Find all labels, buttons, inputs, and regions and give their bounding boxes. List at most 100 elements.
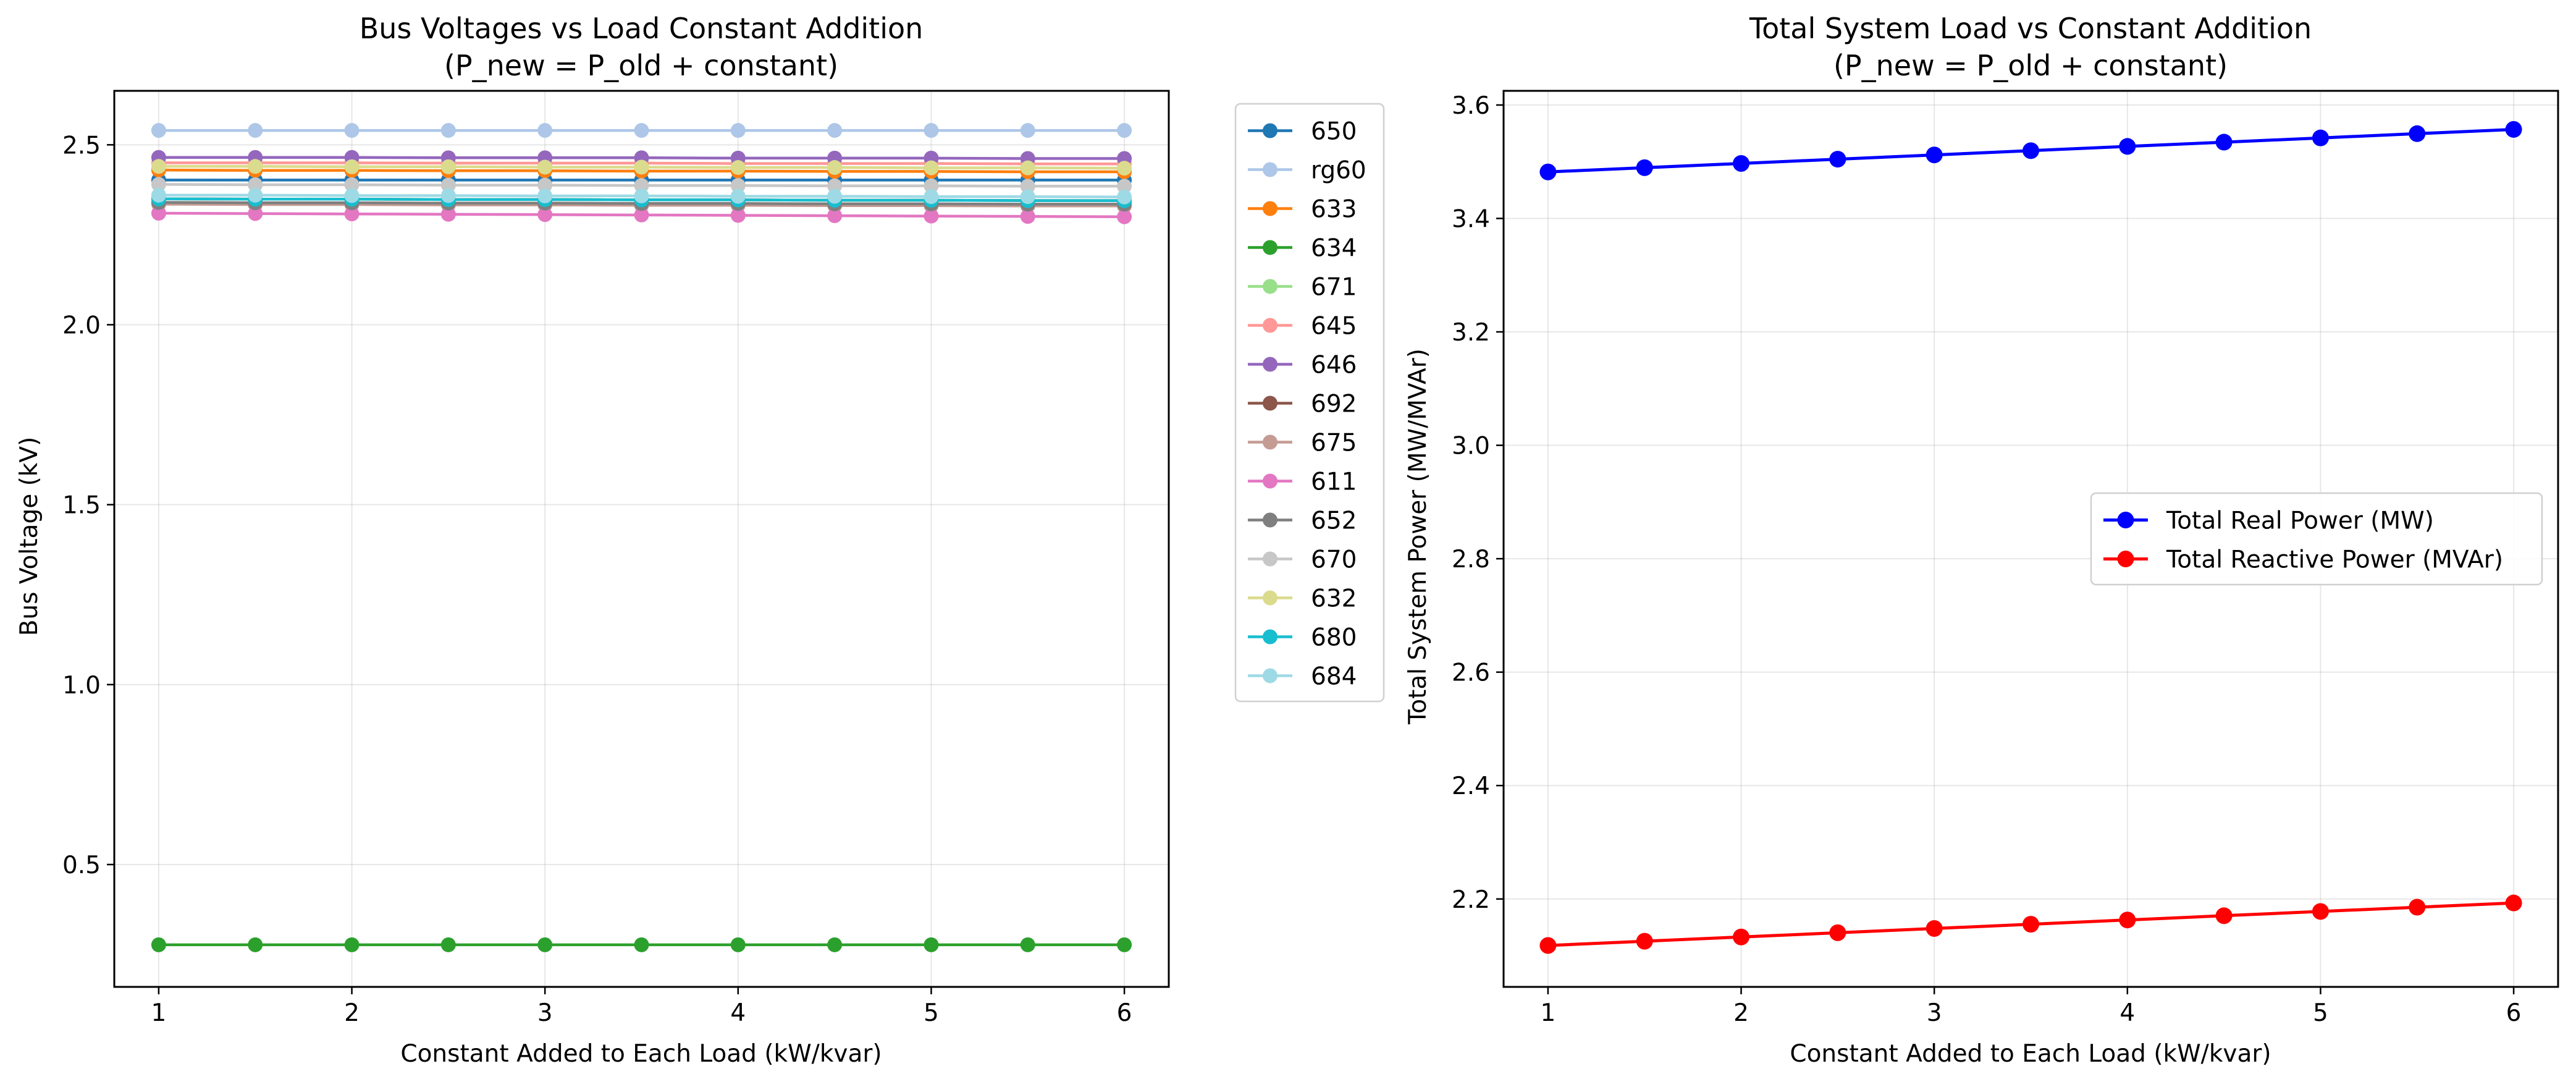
bus-voltage-legend-swatch-marker bbox=[1263, 201, 1277, 216]
bus-voltage-x-tick-label: 2 bbox=[344, 999, 360, 1027]
bus-voltage-legend-item: 634 bbox=[1248, 235, 1357, 263]
bus-voltage-data-point bbox=[1117, 179, 1132, 194]
bus-voltage-chart-y-axis-label: Bus Voltage (kV) bbox=[15, 437, 43, 637]
bus-voltage-legend-item: rg60 bbox=[1248, 157, 1366, 185]
total-load-y-tick-label: 3.6 bbox=[1452, 92, 1490, 120]
bus-voltage-data-point bbox=[440, 159, 456, 174]
bus-voltage-legend-label: 670 bbox=[1311, 546, 1357, 574]
total-load-y-tick-label: 3.0 bbox=[1452, 433, 1490, 460]
total-load-data-point bbox=[2119, 138, 2136, 155]
bus-voltage-data-point bbox=[827, 123, 843, 138]
bus-voltage-legend-item: 692 bbox=[1248, 391, 1357, 418]
bus-voltage-data-point bbox=[924, 160, 939, 176]
bus-voltage-data-point bbox=[1020, 189, 1035, 205]
total-load-chart-y-axis-label: Total System Power (MW/MVAr) bbox=[1404, 349, 1432, 725]
bus-voltage-data-point bbox=[827, 188, 843, 204]
bus-voltage-x-tick-label: 5 bbox=[924, 999, 939, 1027]
bus-voltage-data-point bbox=[537, 207, 553, 222]
bus-voltage-series-2 bbox=[151, 123, 1132, 138]
bus-voltage-x-tick-label: 4 bbox=[730, 999, 746, 1027]
total-load-chart-title-line1: Total System Load vs Constant Addition bbox=[1749, 12, 2312, 45]
bus-voltage-legend-swatch-marker bbox=[1263, 357, 1277, 372]
total-load-data-point bbox=[1539, 163, 1557, 180]
bus-voltage-data-point bbox=[924, 208, 939, 224]
bus-voltage-data-point bbox=[634, 207, 649, 222]
bus-voltage-data-point bbox=[344, 206, 360, 222]
bus-voltage-legend-label: 671 bbox=[1311, 274, 1357, 302]
total-load-data-point bbox=[2215, 907, 2233, 924]
bus-voltage-x-tick-label: 3 bbox=[537, 999, 553, 1027]
total-load-data-point bbox=[1829, 924, 1846, 941]
total-load-chart-legend: Total Real Power (MW) Total Reactive Powe… bbox=[2090, 492, 2543, 586]
bus-voltage-legend-swatch-marker bbox=[1263, 590, 1277, 606]
bus-voltage-data-point bbox=[248, 159, 263, 174]
bus-voltage-legend-label: 650 bbox=[1311, 118, 1357, 146]
bus-voltage-chart-frame bbox=[113, 90, 1170, 988]
bus-voltage-legend-item: 650 bbox=[1248, 118, 1357, 146]
total-load-series-1 bbox=[1539, 121, 2522, 180]
bus-voltage-legend-swatch-marker bbox=[1263, 123, 1277, 138]
bus-voltage-chart-grid bbox=[114, 91, 1169, 987]
total-load-legend-swatch-marker bbox=[2117, 512, 2134, 528]
bus-voltage-data-point bbox=[1117, 161, 1132, 176]
total-load-legend-label: Total Real Power (MW) bbox=[2166, 507, 2434, 535]
bus-voltage-chart-series bbox=[151, 123, 1132, 952]
total-load-x-tick-label: 5 bbox=[2313, 999, 2328, 1027]
bus-voltage-series-15 bbox=[151, 187, 1132, 205]
bus-voltage-y-tick-label: 1.0 bbox=[62, 672, 101, 700]
bus-voltage-data-point bbox=[827, 160, 843, 176]
bus-voltage-data-point bbox=[634, 123, 649, 138]
total-load-chart-y-ticks: 2.2 2.4 2.6 2.8 3.0 3.2 3.4 3.6 bbox=[1452, 92, 1504, 914]
bus-voltage-chart-y-ticks: 0.5 1.0 1.5 2.0 2.5 bbox=[62, 132, 114, 879]
bus-voltage-legend-label: rg60 bbox=[1311, 157, 1366, 185]
bus-voltage-legend-label: 611 bbox=[1311, 468, 1357, 496]
bus-voltage-legend-swatch-marker bbox=[1263, 279, 1277, 294]
bus-voltage-data-point bbox=[248, 206, 263, 221]
total-load-data-point bbox=[1539, 937, 1557, 954]
total-load-data-point bbox=[2312, 129, 2329, 146]
bus-voltage-legend-swatch-marker bbox=[1263, 318, 1277, 333]
bus-voltage-legend-label: 684 bbox=[1311, 663, 1357, 691]
bus-voltage-data-point bbox=[634, 937, 649, 952]
total-load-legend-item: Total Real Power (MW) bbox=[2103, 507, 2434, 535]
bus-voltage-legend-label: 632 bbox=[1311, 585, 1357, 613]
total-load-data-point bbox=[2022, 916, 2039, 933]
bus-voltage-data-point bbox=[537, 177, 553, 193]
bus-voltage-data-point bbox=[248, 187, 263, 203]
total-load-chart-x-ticks: 1 2 3 4 5 6 bbox=[1540, 987, 2522, 1027]
bus-voltage-legend-item: 671 bbox=[1248, 274, 1357, 302]
bus-voltage-data-point bbox=[924, 123, 939, 138]
bus-voltage-x-tick-label: 6 bbox=[1117, 999, 1132, 1027]
bus-voltage-legend-item: 670 bbox=[1248, 546, 1357, 574]
bus-voltage-data-point bbox=[924, 937, 939, 952]
bus-voltage-data-point bbox=[1020, 179, 1035, 194]
bus-voltage-data-point bbox=[151, 123, 166, 138]
bus-voltage-legend-item: 675 bbox=[1248, 429, 1357, 457]
total-load-y-tick-label: 2.6 bbox=[1452, 659, 1490, 687]
total-load-x-tick-label: 4 bbox=[2119, 999, 2135, 1027]
bus-voltage-legend-label: 646 bbox=[1311, 352, 1357, 379]
bus-voltage-legend-item: 680 bbox=[1248, 624, 1357, 652]
bus-voltage-data-point bbox=[730, 178, 746, 193]
total-load-data-point bbox=[2215, 133, 2233, 151]
bus-voltage-legend-item: 611 bbox=[1248, 468, 1357, 496]
total-load-y-tick-label: 3.4 bbox=[1452, 205, 1490, 233]
bus-voltage-legend-swatch-marker bbox=[1263, 395, 1277, 411]
bus-voltage-y-tick-label: 0.5 bbox=[62, 852, 101, 879]
bus-voltage-x-tick-label: 1 bbox=[151, 999, 166, 1027]
bus-voltage-chart-x-axis-label: Constant Added to Each Load (kW/kvar) bbox=[400, 1040, 882, 1068]
bus-voltage-legend-swatch-marker bbox=[1263, 668, 1277, 683]
total-load-y-tick-label: 2.2 bbox=[1452, 886, 1490, 914]
bus-voltage-data-point bbox=[344, 188, 360, 203]
bus-voltage-data-point bbox=[151, 187, 166, 203]
bus-voltage-series-10 bbox=[151, 205, 1132, 224]
bus-voltage-data-point bbox=[730, 160, 746, 176]
bus-voltage-data-point bbox=[1117, 209, 1132, 224]
total-load-data-point bbox=[1733, 154, 1750, 172]
bus-voltage-series-13 bbox=[151, 159, 1132, 176]
bus-voltage-legend-item: 632 bbox=[1248, 585, 1357, 613]
bus-voltage-data-point bbox=[151, 205, 166, 221]
bus-voltage-data-point bbox=[730, 188, 746, 204]
total-load-data-point bbox=[1926, 920, 1943, 937]
bus-voltage-data-point bbox=[537, 937, 553, 952]
